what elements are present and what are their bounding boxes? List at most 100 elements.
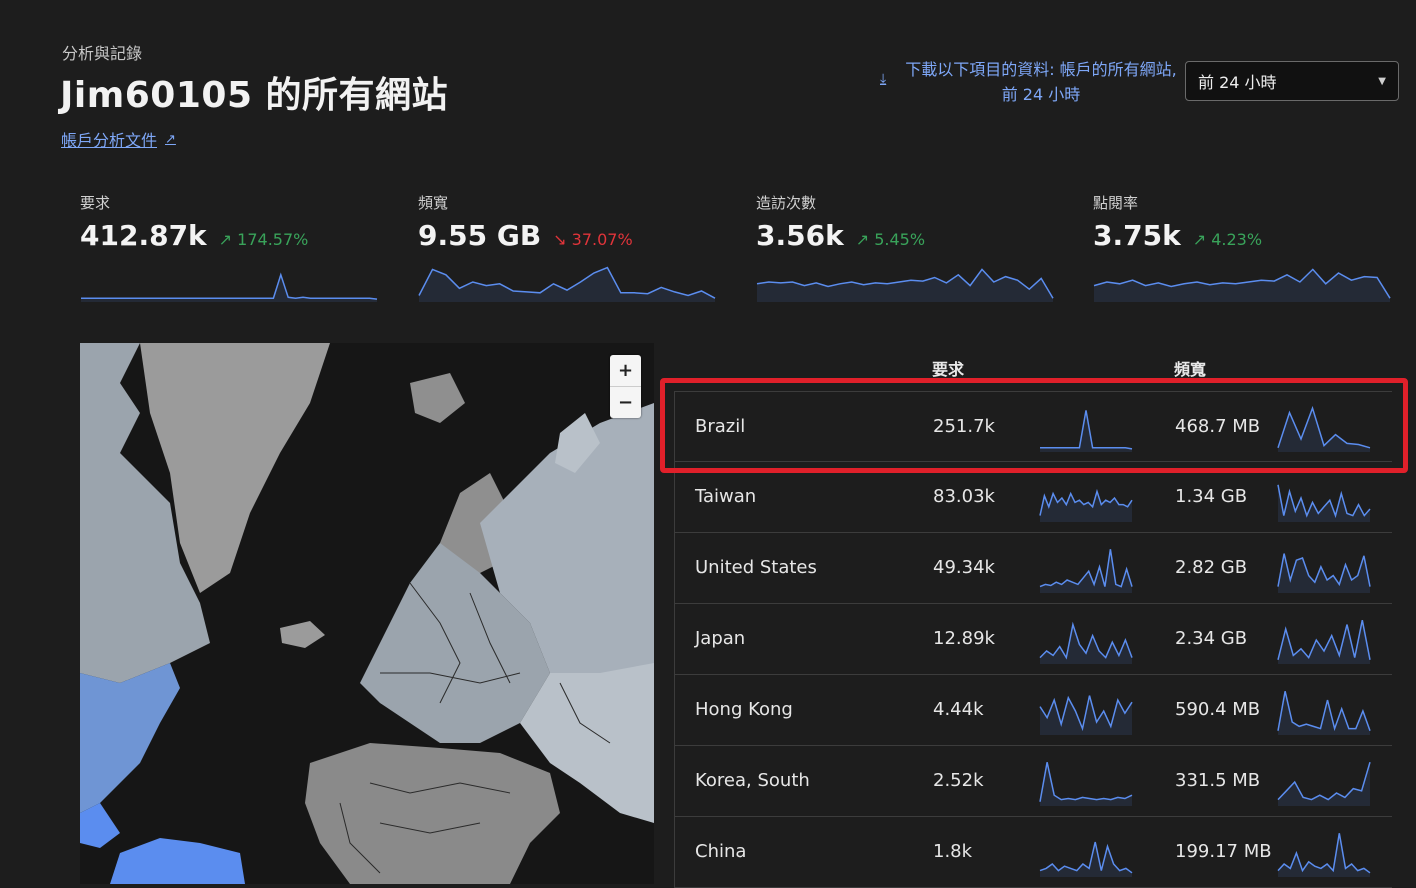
metric-label: 頻寬 [418,194,449,212]
bandwidth-value: 1.34 GB [1175,486,1248,507]
external-link-icon: ↗ [165,131,176,147]
sparkline-line [1277,833,1371,874]
bandwidth-value: 2.34 GB [1175,628,1248,649]
map-region-brazil [110,838,245,884]
sparkline-area [1040,410,1132,452]
metric-label: 點閱率 [1093,194,1139,212]
column-header-bandwidth[interactable]: 頻寬 [1174,360,1207,379]
map-region-novaya-zemlya [555,413,600,473]
world-map-canvas [80,343,654,884]
table-row[interactable]: Japan 12.89k 2.34 GB [674,604,1392,675]
map-region-usa [80,663,180,813]
download-data-link[interactable]: ⤓ 下載以下項目的資料: 帳戶的所有網站, 前 24 小時 [880,57,1180,107]
bandwidth-value: 468.7 MB [1175,416,1261,437]
requests-value: 12.89k [933,628,995,649]
sparkline-area [1278,553,1370,593]
requests-sparkline [1039,841,1133,877]
metric-change-value: 174.57% [237,230,309,249]
requests-sparkline [1039,488,1133,522]
sparkline-line [1039,695,1133,732]
bandwidth-sparkline [1277,405,1371,452]
metric-value: 3.75k [1093,219,1181,252]
zoom-in-button[interactable]: + [617,360,634,381]
bandwidth-value: 199.17 MB [1175,841,1272,862]
requests-sparkline [1039,695,1133,735]
requests-value: 1.8k [933,841,973,862]
country-name: United States [695,557,817,578]
metric-sparkline [756,268,1054,302]
metric-visits: 造訪次數 3.56k ↗ 5.45% [756,192,1056,302]
bandwidth-sparkline [1277,833,1371,877]
bandwidth-sparkline [1277,484,1371,522]
sparkline-line [1093,268,1391,299]
sparkline-area [1040,491,1132,522]
sparkline-area [757,269,1053,302]
country-name: China [695,841,747,862]
metric-sparkline [1093,268,1391,302]
requests-value: 4.44k [933,699,984,720]
account-analytics-doc-link[interactable]: 帳戶分析文件 ↗ [61,127,176,151]
bandwidth-value: 2.82 GB [1175,557,1248,578]
zoom-out-button[interactable]: − [610,386,641,418]
table-row[interactable]: Korea, South 2.52k 331.5 MB [674,746,1392,817]
metric-change: ↗ 174.57% [219,230,309,249]
metric-pageviews: 點閱率 3.75k ↗ 4.23% [1093,192,1393,302]
country-name: Brazil [695,416,746,437]
metric-sparkline [418,266,716,302]
map-region-iceland [280,621,325,648]
metric-change-value: 5.45% [874,230,926,249]
breadcrumb: 分析與記錄 [62,44,143,63]
column-header-requests[interactable]: 要求 [932,360,965,379]
bandwidth-sparkline [1277,620,1371,664]
country-name: Japan [695,628,746,649]
sparkline-area [1278,620,1370,664]
sparkline-area [1040,624,1132,664]
metric-change: ↗ 5.45% [856,230,925,249]
map-zoom-controls: + − [610,355,641,418]
sparkline-area [419,267,715,302]
table-row[interactable]: United States 49.34k 2.82 GB [674,533,1392,604]
trend-up-icon: ↗ [218,230,238,249]
sparkline-line [1039,488,1133,516]
download-data-label: 下載以下項目的資料: 帳戶的所有網站, 前 24 小時 [905,60,1177,104]
sparkline-line [756,268,1054,299]
time-range-select[interactable]: 前 24 小時 ▼ [1185,61,1399,101]
table-row[interactable]: Brazil 251.7k 468.7 MB [674,391,1392,462]
map-region-central-america [80,803,120,848]
metric-value: 9.55 GB [418,219,542,252]
map-region-middle-east [520,663,654,823]
table-row[interactable]: China 1.8k 199.17 MB [674,817,1392,888]
country-table: Brazil 251.7k 468.7 MB Taiwan 83.03k 1.3… [674,391,1392,888]
trend-up-icon: ↗ [1192,230,1212,249]
metric-change-value: 4.23% [1211,230,1263,249]
metric-change: ↘ 37.07% [553,230,633,249]
metric-bandwidth: 頻寬 9.55 GB ↘ 37.07% [418,192,718,302]
country-name: Korea, South [695,770,810,791]
world-map[interactable] [80,343,654,884]
requests-value: 83.03k [933,486,995,507]
sparkline-area [1040,762,1132,806]
requests-sparkline [1039,762,1133,806]
map-region-africa [305,743,560,884]
requests-value: 2.52k [933,770,984,791]
doc-link-label: 帳戶分析文件 [61,131,158,150]
sparkline-line [1039,762,1133,802]
page-title: Jim60105 的所有網站 [60,75,449,116]
map-region-europe [360,523,550,743]
requests-sparkline [1039,549,1133,593]
bandwidth-sparkline [1277,553,1371,593]
sparkline-line [1277,405,1371,449]
table-row[interactable]: Taiwan 83.03k 1.34 GB [674,462,1392,533]
country-name: Taiwan [695,486,757,507]
sparkline-line [1040,410,1133,450]
chevron-down-icon: ▼ [1378,75,1386,87]
sparkline-area [1094,269,1390,302]
requests-value: 49.34k [933,557,995,578]
table-row[interactable]: Hong Kong 4.44k 590.4 MB [674,675,1392,746]
metric-change-value: 37.07% [571,230,633,249]
sparkline-area [1278,833,1370,877]
sparkline-area [1040,842,1132,877]
country-name: Hong Kong [695,699,793,720]
sparkline-area [1040,549,1132,593]
map-region-canada [80,343,210,683]
